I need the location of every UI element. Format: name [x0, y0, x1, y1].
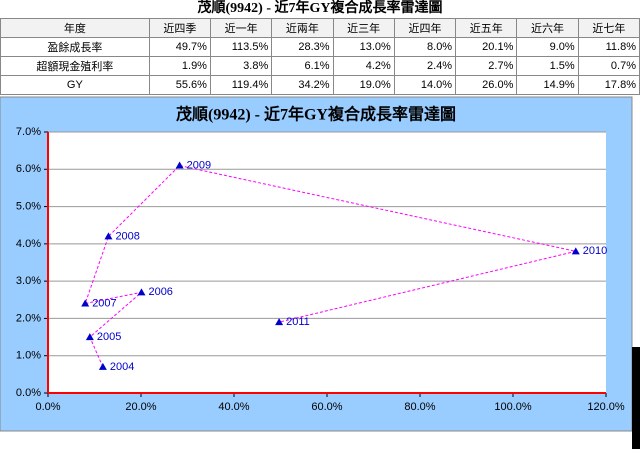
- table-cell: 13.0%: [332, 37, 395, 57]
- table-cell: 119.4%: [209, 75, 273, 95]
- table-cell: 近一年: [209, 18, 273, 38]
- y-tick-label: 1.0%: [16, 350, 41, 362]
- point-label: 2010: [583, 245, 607, 257]
- table-cell: 2.4%: [393, 56, 457, 76]
- table-cell: 1.9%: [148, 56, 211, 76]
- plot-area: [48, 132, 606, 393]
- table-cell: 19.0%: [332, 75, 395, 95]
- y-tick-label: 5.0%: [16, 200, 41, 212]
- table-cell: 0.7%: [577, 56, 640, 76]
- table-cell: 20.1%: [455, 37, 518, 57]
- x-tick-label: 100.0%: [494, 401, 532, 413]
- table-cell: 近三年: [332, 18, 395, 38]
- x-tick-label: 20.0%: [125, 401, 156, 413]
- y-tick-label: 0.0%: [16, 387, 41, 399]
- x-tick-label: 0.0%: [35, 401, 60, 413]
- table-cell: 14.0%: [393, 75, 457, 95]
- y-tick-label: 3.0%: [16, 275, 41, 287]
- table-row: 年度 近四季 近一年 近兩年 近三年 近四年 近五年 近六年 近七年: [0, 18, 640, 38]
- chart: 茂順(9942) - 近7年GY複合成長率雷達圖 0.0% 1.0% 2.0% 3.0…: [0, 96, 640, 449]
- point-label: 2011: [286, 316, 310, 328]
- table-cell: 2.7%: [455, 56, 518, 76]
- chart-title: 茂順(9942) - 近7年GY複合成長率雷達圖: [176, 105, 456, 124]
- table-row: GY 55.6% 119.4% 34.2% 19.0% 14.0% 26.0% 14.9% 17…: [0, 75, 640, 95]
- page-title: 茂順(9942) - 近7年GY複合成長率雷達圖: [197, 1, 443, 16]
- point-label: 2008: [115, 230, 139, 242]
- point-label: 2006: [148, 286, 172, 298]
- data-point: [85, 333, 94, 341]
- table-cell: 8.0%: [393, 37, 457, 57]
- table-row: 盈餘成長率 49.7% 113.5% 28.3% 13.0% 8.0% 20.1% 9.0% 1…: [0, 37, 640, 57]
- table-cell: 17.8%: [577, 75, 640, 95]
- table-cell: 近七年: [577, 18, 640, 38]
- table-cell: 盈餘成長率: [0, 37, 150, 57]
- table-cell: 26.0%: [455, 75, 518, 95]
- table-cell: 4.2%: [332, 56, 395, 76]
- table-cell: 9.0%: [516, 37, 579, 57]
- data-point: [104, 232, 113, 240]
- table-cell: 3.8%: [209, 56, 273, 76]
- connector-line: [84, 165, 576, 368]
- table-cell: 近五年: [455, 18, 518, 38]
- data-point: [98, 362, 107, 370]
- table-cell: 1.5%: [516, 56, 579, 76]
- edge-bar: [632, 347, 640, 449]
- point-label: 2009: [187, 159, 211, 171]
- table-cell: 34.2%: [271, 75, 334, 95]
- table-cell: 11.8%: [577, 37, 640, 57]
- table-cell: 近四年: [393, 18, 457, 38]
- y-tick-label: 6.0%: [16, 163, 41, 175]
- point-label: 2004: [110, 361, 134, 373]
- table-cell: GY: [0, 75, 150, 95]
- table-cell: 28.3%: [271, 37, 334, 57]
- data-point: [137, 288, 146, 296]
- point-label: 2007: [92, 297, 116, 309]
- table-cell: 55.6%: [148, 75, 211, 95]
- table-cell: 113.5%: [209, 37, 273, 57]
- table-cell: 年度: [0, 18, 150, 38]
- y-tick-label: 7.0%: [16, 126, 41, 138]
- table-cell: 14.9%: [516, 75, 579, 95]
- data-point: [275, 318, 284, 326]
- x-tick-label: 80.0%: [404, 401, 435, 413]
- data-point: [81, 299, 90, 307]
- x-tick-label: 40.0%: [218, 401, 249, 413]
- table-cell: 近兩年: [271, 18, 334, 38]
- table-cell: 近六年: [516, 18, 579, 38]
- table-cell: 49.7%: [148, 37, 211, 57]
- data-point: [175, 161, 184, 169]
- point-label: 2005: [97, 331, 121, 343]
- y-tick-label: 4.0%: [16, 238, 41, 250]
- data-table: 年度 近四季 近一年 近兩年 近三年 近四年 近五年 近六年 近七年 盈餘成長率 49.7% 113.…: [0, 18, 640, 95]
- x-tick-label: 60.0%: [311, 401, 342, 413]
- table-cell: 超額現金殖利率: [0, 56, 150, 76]
- table-cell: 近四季: [148, 18, 211, 38]
- table-cell: 6.1%: [271, 56, 334, 76]
- data-point: [571, 247, 580, 255]
- y-tick-label: 2.0%: [16, 312, 41, 324]
- table-row: 超額現金殖利率 1.9% 3.8% 6.1% 4.2% 2.4% 2.7% 1.5% 0.7%: [0, 56, 640, 76]
- x-tick-label: 120.0%: [587, 401, 625, 413]
